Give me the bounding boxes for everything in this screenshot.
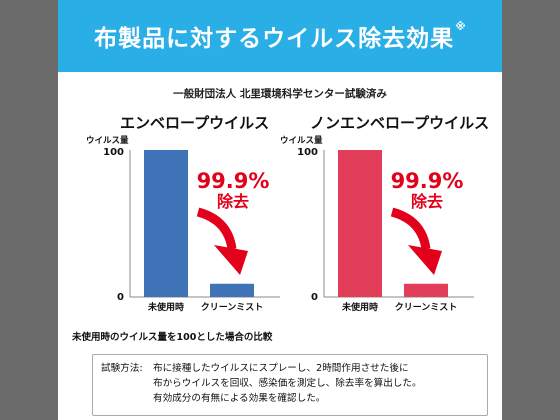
footnote: 未使用時のウイルス量を100とした場合の比較	[72, 332, 273, 343]
y-axis-label: ウイルス量	[280, 135, 323, 146]
y-tick-label: 100	[297, 147, 318, 158]
method-line: 有効成分の有無による効果を確認した。	[153, 393, 326, 404]
x-tick-label: クリーンミスト	[395, 302, 458, 313]
y-tick-label: 0	[311, 292, 318, 303]
arrow-icon	[196, 207, 237, 250]
reduction-percent: 99.9%	[391, 169, 464, 193]
title-banner: 布製品に対するウイルス除去効果 ※	[58, 0, 502, 72]
y-tick-label: 0	[117, 292, 124, 303]
method-lines: 布に接種したウイルスにスプレーし、2時間作用させた後に 布からウイルスを回収、感…	[153, 361, 422, 406]
y-tick-label: 100	[103, 147, 124, 158]
infographic-card: 布製品に対するウイルス除去効果 ※ 一般財団法人 北里環境科学センター試験済み …	[58, 0, 502, 420]
chart-title-enveloped: エンベロープウイルス	[120, 114, 270, 132]
arrow-icon	[390, 207, 431, 250]
chart-title-non-enveloped: ノンエンベロープウイルス	[310, 114, 490, 132]
method-line: 布に接種したウイルスにスプレーし、2時間作用させた後に	[153, 363, 409, 374]
bar-enveloped	[144, 150, 188, 297]
x-tick-label: 未使用時	[147, 301, 184, 313]
bar-enveloped	[210, 283, 254, 297]
arrow-head-icon	[408, 245, 442, 275]
arrow-head-icon	[214, 245, 248, 275]
bar-non-enveloped	[338, 150, 382, 297]
test-method-box: 試験方法: 布に接種したウイルスにスプレーし、2時間作用させた後に 布からウイル…	[92, 354, 488, 416]
reduction-percent: 99.9%	[197, 169, 270, 193]
x-tick-label: 未使用時	[341, 301, 378, 313]
banner-note-mark: ※	[455, 19, 466, 33]
x-tick-label: クリーンミスト	[201, 302, 264, 313]
method-line: 布からウイルスを回収、感染価を測定し、除去率を算出した。	[153, 378, 422, 389]
reduction-label: 除去	[217, 192, 249, 211]
tested-by-text: 一般財団法人 北里環境科学センター試験済み	[173, 88, 387, 100]
bar-non-enveloped	[404, 283, 448, 297]
y-axis-label: ウイルス量	[86, 135, 129, 146]
reduction-label: 除去	[411, 192, 443, 211]
banner-title: 布製品に対するウイルス除去効果	[94, 26, 455, 52]
method-label: 試験方法:	[101, 363, 143, 374]
